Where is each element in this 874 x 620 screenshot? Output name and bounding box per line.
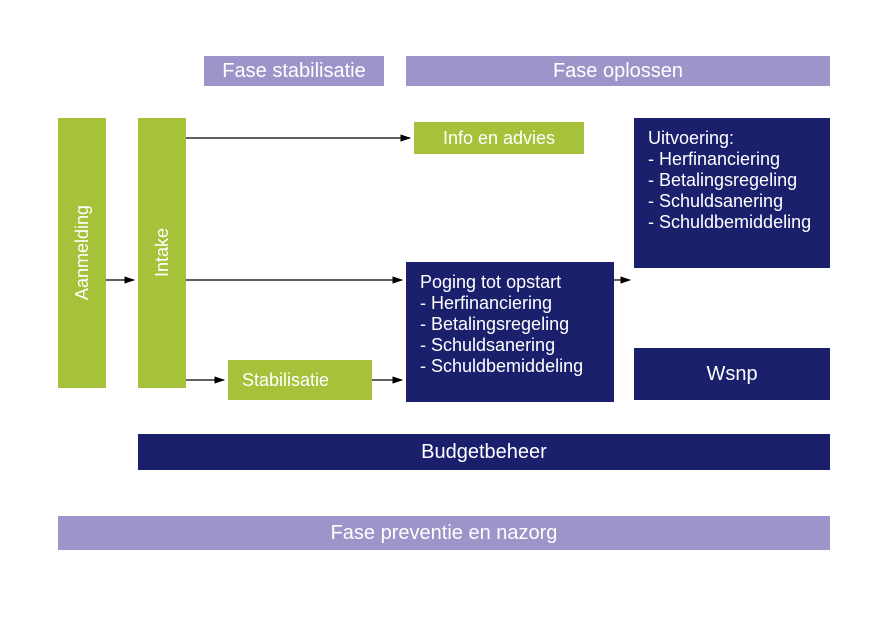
info-advies-box: Info en advies (414, 122, 584, 154)
uitvoering-box: Uitvoering:- Herfinanciering- Betalingsr… (634, 118, 830, 268)
header-fase-stabilisatie: Fase stabilisatie (204, 56, 384, 86)
header-fase-oplossen-label: Fase oplossen (553, 60, 683, 83)
intake-label: Intake (152, 228, 173, 277)
poging-box: Poging tot opstart- Herfinanciering- Bet… (406, 262, 614, 402)
fase-preventie-box: Fase preventie en nazorg (58, 516, 830, 550)
aanmelding-label: Aanmelding (72, 205, 93, 300)
intake-box: Intake (138, 118, 186, 388)
header-fase-oplossen: Fase oplossen (406, 56, 830, 86)
header-fase-stabilisatie-label: Fase stabilisatie (222, 60, 365, 83)
wsnp-box: Wsnp (634, 348, 830, 400)
budgetbeheer-box: Budgetbeheer (138, 434, 830, 470)
info-advies-label: Info en advies (443, 128, 555, 149)
poging-box-line-1: - Herfinanciering (420, 293, 552, 314)
poging-box-line-3: - Schuldsanering (420, 335, 555, 356)
poging-box-line-4: - Schuldbemiddeling (420, 356, 583, 377)
wsnp-label: Wsnp (706, 363, 757, 386)
fase-preventie-label: Fase preventie en nazorg (331, 522, 558, 545)
budgetbeheer-label: Budgetbeheer (421, 441, 547, 464)
uitvoering-box-line-1: - Herfinanciering (648, 149, 780, 170)
stabilisatie-box: Stabilisatie (228, 360, 372, 400)
stabilisatie-label: Stabilisatie (242, 370, 329, 391)
aanmelding-box: Aanmelding (58, 118, 106, 388)
uitvoering-box-line-4: - Schuldbemiddeling (648, 212, 811, 233)
poging-box-line-2: - Betalingsregeling (420, 314, 569, 335)
poging-box-line-0: Poging tot opstart (420, 272, 561, 293)
uitvoering-box-line-2: - Betalingsregeling (648, 170, 797, 191)
uitvoering-box-line-3: - Schuldsanering (648, 191, 783, 212)
uitvoering-box-line-0: Uitvoering: (648, 128, 734, 149)
